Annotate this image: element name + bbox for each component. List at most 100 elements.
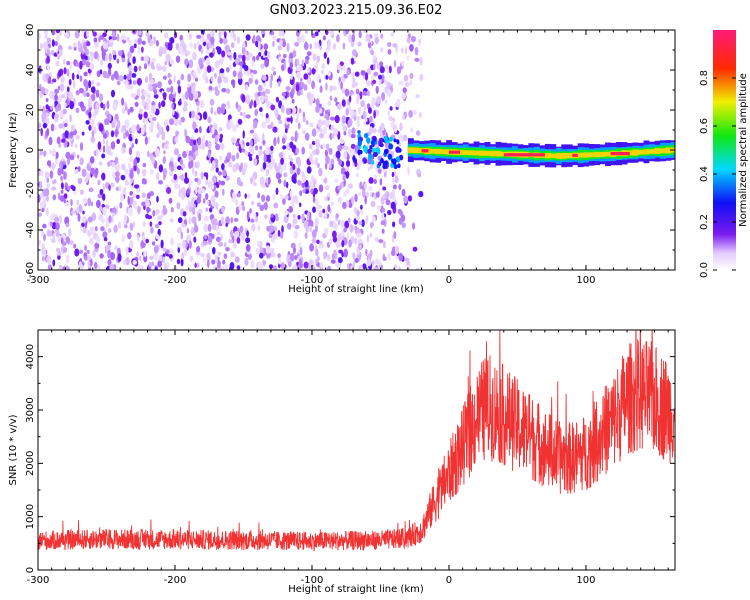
spectrogram-cell [319,132,325,139]
spectrogram-cell [382,256,387,261]
spectrogram-cell [133,43,137,49]
spectrogram-cell [188,33,192,40]
spectrogram-cell [356,246,360,256]
spectrogram-cell [219,37,223,44]
spectrogram-cell [326,253,331,261]
spectrogram-cell [206,49,210,55]
spectrogram-cell [356,229,361,235]
spectrogram-cell [261,194,266,202]
spectrogram-cell [256,55,260,61]
spectrogram-cell [68,78,72,86]
spectrogram-cell [301,175,307,183]
spectrogram-cell [46,55,51,64]
spectrogram-band-cell [457,149,464,156]
spectrogram-cell [320,261,324,270]
spectrogram-cell [105,220,109,228]
spectrogram-cell [214,60,220,69]
spectrogram-cell [372,135,377,142]
spectrogram-cell [392,43,398,48]
spectrogram-cell [251,200,254,206]
spectrogram-cell [114,171,120,178]
spectrogram-cell [52,161,55,171]
spectrogram-cell [71,72,75,81]
spectrogram-cell [289,189,293,198]
spectrogram-cell [101,172,106,181]
spectrogram-cell [179,158,183,165]
spectrogram-cell [324,162,328,170]
spectrogram-cell [243,162,248,170]
spectrogram-cell [212,247,216,255]
spectrogram-band-cell [643,149,650,155]
spectrogram-cell [202,198,206,204]
spectrogram-cell [117,253,122,262]
spectrogram-cell [136,194,140,199]
spectrogram-band-cell [440,149,447,155]
spectrogram-cell [70,124,76,132]
spectrogram-cell [294,255,298,260]
snr-marks [38,330,675,552]
spectrogram-cell [186,228,190,234]
spectrogram-cell [241,47,246,55]
spectrogram-cell [372,151,378,157]
spectrogram-cell [297,158,302,168]
spectrogram-cell [212,224,217,231]
spectrogram-cell [184,172,188,179]
spectrogram-cell [387,252,391,261]
spectrogram-cell [88,111,92,119]
spectrogram-cell [314,217,319,226]
spectrogram-cell [365,215,369,222]
spectrogram-cell [363,133,369,139]
spectrogram-cell [346,170,349,179]
spectrogram-cell [201,136,205,144]
spectrogram-cell [340,167,346,175]
spectrogram-band-cell [627,150,633,156]
spectrogram-cell [363,182,367,190]
spectrogram-band-cell [413,147,420,154]
spectrogram-cell [311,67,316,75]
spectrogram-cell [267,51,271,60]
spectrogram-cell [239,225,244,233]
spectrogram-cell [95,148,99,157]
spectrogram-cell [368,107,372,114]
spectrogram-cell [349,109,354,116]
spectrogram-cell [400,214,406,222]
spectrogram-cell [106,100,110,110]
spectrogram-band-cell [429,148,436,154]
spectrogram-cell [61,138,66,143]
spectrogram-cell [391,176,395,184]
spectrogram-cell [244,65,249,72]
spectrogram-cell [375,147,380,152]
spectrogram-cell [147,34,151,44]
spectrogram-cell [359,181,363,189]
spectrogram-cell [335,150,341,159]
spectrogram-cell [42,122,48,129]
spectrogram-band-cell [462,150,469,155]
spectrogram-cell [154,148,160,157]
spectrogram-cell [330,125,335,131]
spectrogram-cell [379,143,384,148]
spectrogram-cell [245,237,251,244]
spectrogram-cell [66,60,70,66]
spectrogram-cell [382,186,387,191]
spectrogram-cell [142,118,146,124]
spectrogram-cell [284,128,288,134]
spectrogram-cell [284,194,289,200]
spectrogram-cell [214,135,219,144]
spectrogram-cell [262,161,267,170]
spectrogram-cell [91,118,95,126]
spectrogram-cell [221,206,225,213]
spectrogram-cell [52,149,57,156]
spectrogram-cell [141,192,146,198]
spectrogram-cell [69,92,74,101]
spectrogram-cell [219,127,223,132]
spectrogram-cell [211,259,216,265]
spectrogram-cell [98,123,104,132]
spectrogram-cell [259,204,265,212]
spectrogram-cell [180,231,183,240]
spectrogram-cell [98,161,103,166]
spectrogram-cell [74,168,79,174]
spectrogram-cell [326,115,330,121]
spectrogram-cell [91,80,94,86]
spectrogram-cell [73,42,77,48]
spectrogram-cell [306,211,310,220]
